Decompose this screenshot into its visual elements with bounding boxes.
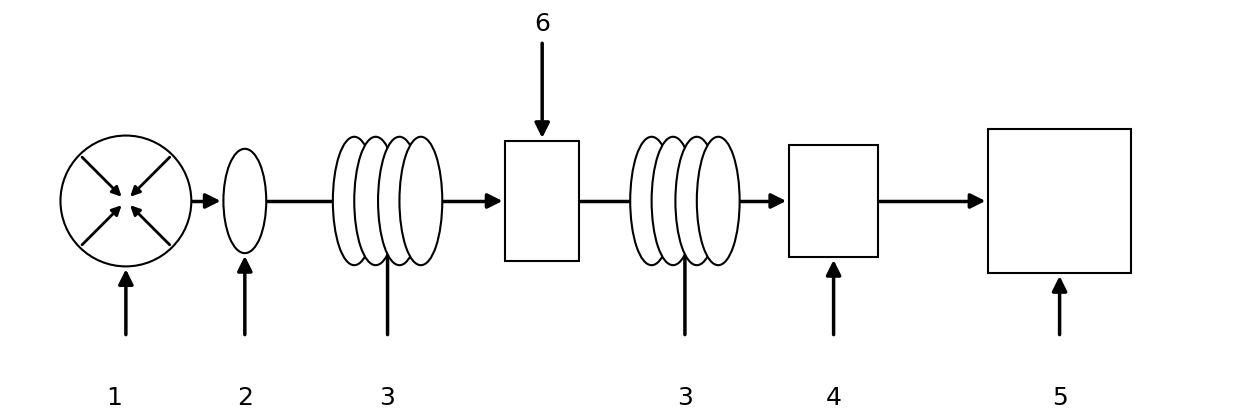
Text: 3: 3	[379, 385, 395, 410]
Ellipse shape	[333, 137, 375, 265]
Ellipse shape	[378, 137, 421, 265]
Bar	[789, 145, 878, 257]
Text: 2: 2	[237, 385, 253, 410]
Ellipse shape	[696, 137, 740, 265]
Text: 5: 5	[1052, 385, 1068, 410]
Text: 6: 6	[534, 13, 550, 36]
Ellipse shape	[354, 137, 396, 265]
Bar	[506, 141, 579, 261]
Ellipse shape	[631, 137, 673, 265]
Ellipse shape	[61, 135, 191, 266]
Ellipse shape	[223, 149, 266, 253]
Text: 4: 4	[825, 385, 841, 410]
Text: 1: 1	[107, 385, 121, 410]
Ellipse shape	[399, 137, 442, 265]
Bar	[989, 129, 1131, 273]
Text: 3: 3	[676, 385, 693, 410]
Ellipse shape	[652, 137, 694, 265]
Ellipse shape	[675, 137, 719, 265]
